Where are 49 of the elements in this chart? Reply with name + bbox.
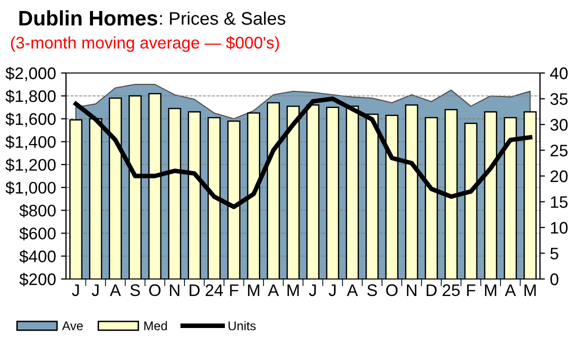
legend-label: Units <box>228 321 256 330</box>
y2-tick-label: 20 <box>550 170 568 182</box>
x-tick-label: S <box>367 284 377 296</box>
x-tick-label: M <box>288 284 299 296</box>
y-tick-label: $1,400 <box>5 135 56 150</box>
x-tick-label: D <box>426 284 437 296</box>
x-tick-label: 25 <box>442 284 460 296</box>
y-tick-label: $1,800 <box>5 90 56 104</box>
y2-tick-label: 40 <box>550 67 568 80</box>
text: : Prices & Sales <box>160 12 286 25</box>
x-tick-label: A <box>504 284 516 296</box>
x-tick-label: J <box>328 284 336 296</box>
x-tick-label: J <box>308 284 316 296</box>
x-tick-label: N <box>170 284 180 296</box>
x-tick-label: M <box>248 284 260 296</box>
y2-tick-label: 15 <box>550 196 568 208</box>
x-tick-label: 24 <box>206 284 223 296</box>
x-tick-label: F <box>467 284 476 296</box>
x-tick-label: A <box>268 284 279 296</box>
y2-tick-label: 5 <box>550 248 558 260</box>
x-tick-label: J <box>72 284 79 296</box>
x-tick-label: D <box>190 284 200 296</box>
y-tick-label: $1,600 <box>5 112 56 127</box>
legend-label: Ave <box>62 322 83 330</box>
y-tick-label: $2,000 <box>5 66 56 82</box>
y-tick-label: $600 <box>19 226 56 240</box>
x-tick-label: A <box>346 284 358 296</box>
x-tick-label: M <box>485 284 496 296</box>
x-tick-label: O <box>149 284 161 296</box>
x-tick-label: S <box>130 284 140 296</box>
x-tick-label: J <box>92 284 99 296</box>
y-tick-label: $200 <box>19 272 56 286</box>
y2-tick-label: 0 <box>550 273 558 286</box>
y-tick-label: $800 <box>19 204 56 218</box>
y-tick-label: $1,200 <box>5 158 56 173</box>
x-tick-label: O <box>386 284 398 296</box>
y-tick-label: $400 <box>19 250 56 264</box>
x-tick-label: A <box>110 284 121 296</box>
x-tick-label: M <box>524 284 536 296</box>
legend-label: Med <box>144 321 167 330</box>
y2-tick-label: 25 <box>550 144 568 156</box>
x-tick-label: N <box>406 284 416 296</box>
x-tick-label: F <box>230 284 238 296</box>
y2-tick-label: 10 <box>550 222 568 234</box>
y2-tick-label: 35 <box>550 93 568 105</box>
y2-tick-label: 30 <box>550 118 568 131</box>
y-tick-label: $1,000 <box>5 181 56 196</box>
chart-title: Dublin Homes <box>19 10 158 26</box>
chart-subtitle: (3-month moving average — $000's) <box>11 36 279 52</box>
